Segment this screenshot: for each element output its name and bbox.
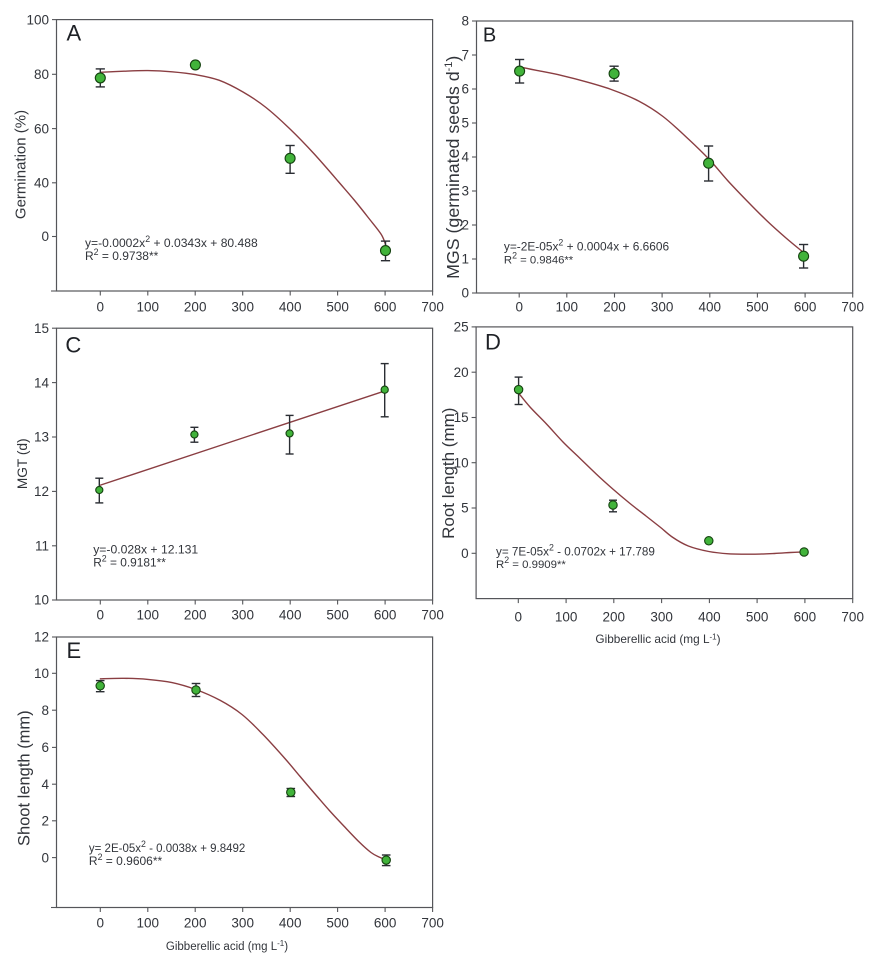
svg-text:D: D	[485, 330, 501, 355]
svg-text:0: 0	[461, 286, 469, 301]
svg-text:Germination (%): Germination (%)	[12, 110, 29, 219]
svg-text:100: 100	[137, 299, 160, 314]
svg-text:R2 = 0.9181**: R2 = 0.9181**	[93, 554, 166, 570]
svg-text:Gibberellic acid (mg L-1): Gibberellic acid (mg L-1)	[595, 632, 720, 646]
svg-text:0: 0	[515, 609, 523, 624]
svg-text:100: 100	[26, 12, 49, 27]
svg-text:200: 200	[184, 608, 207, 623]
svg-text:10: 10	[34, 593, 49, 608]
svg-text:700: 700	[841, 609, 864, 624]
svg-text:12: 12	[34, 630, 49, 645]
svg-text:0: 0	[97, 916, 105, 931]
svg-text:y= 2E-05x2 - 0.0038x + 9.8492: y= 2E-05x2 - 0.0038x + 9.8492	[89, 839, 245, 855]
svg-text:40: 40	[34, 176, 49, 191]
svg-text:500: 500	[326, 608, 349, 623]
svg-text:0: 0	[461, 546, 469, 561]
svg-text:400: 400	[279, 916, 302, 931]
svg-text:300: 300	[231, 299, 254, 314]
svg-text:8: 8	[41, 703, 49, 718]
svg-text:100: 100	[556, 300, 579, 315]
svg-text:R2 = 0.9846**: R2 = 0.9846**	[504, 251, 574, 267]
svg-text:11: 11	[35, 539, 49, 554]
svg-text:6: 6	[461, 82, 469, 97]
svg-text:13: 13	[34, 430, 49, 445]
svg-text:B: B	[483, 24, 496, 46]
svg-text:200: 200	[184, 916, 207, 931]
svg-text:100: 100	[555, 609, 578, 624]
svg-text:3: 3	[461, 184, 469, 199]
svg-text:6: 6	[41, 740, 49, 755]
svg-text:7: 7	[461, 48, 469, 63]
svg-text:Root length (mm): Root length (mm)	[439, 408, 458, 539]
svg-text:12: 12	[34, 484, 49, 499]
svg-text:300: 300	[650, 609, 673, 624]
svg-text:300: 300	[651, 300, 674, 315]
svg-text:300: 300	[231, 608, 254, 623]
svg-text:MGT (d): MGT (d)	[15, 438, 30, 489]
svg-text:500: 500	[746, 609, 769, 624]
svg-text:10: 10	[34, 666, 49, 681]
svg-text:0: 0	[41, 850, 49, 865]
svg-text:0: 0	[97, 608, 105, 623]
svg-text:15: 15	[454, 410, 469, 425]
svg-text:10: 10	[454, 455, 469, 470]
svg-text:y= 7E-05x2 - 0.0702x + 17.789: y= 7E-05x2 - 0.0702x + 17.789	[496, 542, 655, 558]
svg-text:700: 700	[421, 608, 444, 623]
svg-text:2: 2	[41, 814, 49, 829]
svg-text:20: 20	[454, 365, 469, 380]
svg-text:5: 5	[461, 501, 469, 516]
svg-text:Gibberellic acid (mg L-1): Gibberellic acid (mg L-1)	[166, 939, 288, 953]
svg-text:600: 600	[374, 299, 397, 314]
svg-text:700: 700	[421, 299, 444, 314]
svg-text:E: E	[67, 638, 82, 663]
svg-text:0: 0	[515, 300, 523, 315]
svg-text:4: 4	[41, 777, 49, 792]
svg-text:400: 400	[279, 608, 302, 623]
svg-text:200: 200	[603, 609, 626, 624]
svg-text:80: 80	[34, 67, 49, 82]
svg-text:500: 500	[746, 300, 769, 315]
svg-text:R2 = 0.9606**: R2 = 0.9606**	[89, 852, 163, 868]
svg-text:Shoot length (mm): Shoot length (mm)	[16, 710, 34, 846]
svg-text:y=-0.0002x2 + 0.0343x + 80.488: y=-0.0002x2 + 0.0343x + 80.488	[85, 234, 258, 250]
svg-text:700: 700	[841, 300, 864, 315]
svg-text:0: 0	[41, 229, 49, 244]
svg-text:5: 5	[461, 116, 469, 131]
svg-text:C: C	[65, 332, 81, 357]
svg-text:600: 600	[374, 916, 397, 931]
svg-text:300: 300	[231, 916, 254, 931]
svg-text:y=-0.028x + 12.131: y=-0.028x + 12.131	[93, 542, 198, 556]
svg-text:700: 700	[421, 916, 444, 931]
svg-text:400: 400	[698, 609, 721, 624]
svg-text:15: 15	[34, 321, 49, 336]
svg-text:100: 100	[137, 608, 160, 623]
svg-text:2: 2	[461, 218, 469, 233]
svg-text:500: 500	[326, 916, 349, 931]
svg-text:25: 25	[454, 320, 469, 335]
svg-text:200: 200	[184, 299, 207, 314]
svg-text:0: 0	[97, 299, 105, 314]
svg-text:400: 400	[699, 300, 722, 315]
svg-text:400: 400	[279, 299, 302, 314]
svg-text:A: A	[67, 21, 82, 46]
svg-text:MGS (germinated seeds d-1): MGS (germinated seeds d-1)	[443, 56, 463, 279]
svg-text:200: 200	[603, 300, 626, 315]
svg-text:y=-2E-05x2 + 0.0004x + 6.6606: y=-2E-05x2 + 0.0004x + 6.6606	[504, 237, 670, 253]
svg-text:14: 14	[34, 375, 50, 390]
svg-text:4: 4	[461, 150, 469, 165]
svg-text:8: 8	[461, 14, 469, 29]
svg-text:500: 500	[326, 299, 349, 314]
svg-text:1: 1	[461, 252, 469, 267]
svg-text:R2 = 0.9738**: R2 = 0.9738**	[85, 247, 159, 263]
svg-text:60: 60	[34, 121, 49, 136]
svg-text:100: 100	[137, 916, 160, 931]
svg-text:600: 600	[794, 609, 817, 624]
svg-text:600: 600	[794, 300, 817, 315]
svg-text:600: 600	[374, 608, 397, 623]
svg-text:R2 = 0.9909**: R2 = 0.9909**	[496, 555, 566, 571]
